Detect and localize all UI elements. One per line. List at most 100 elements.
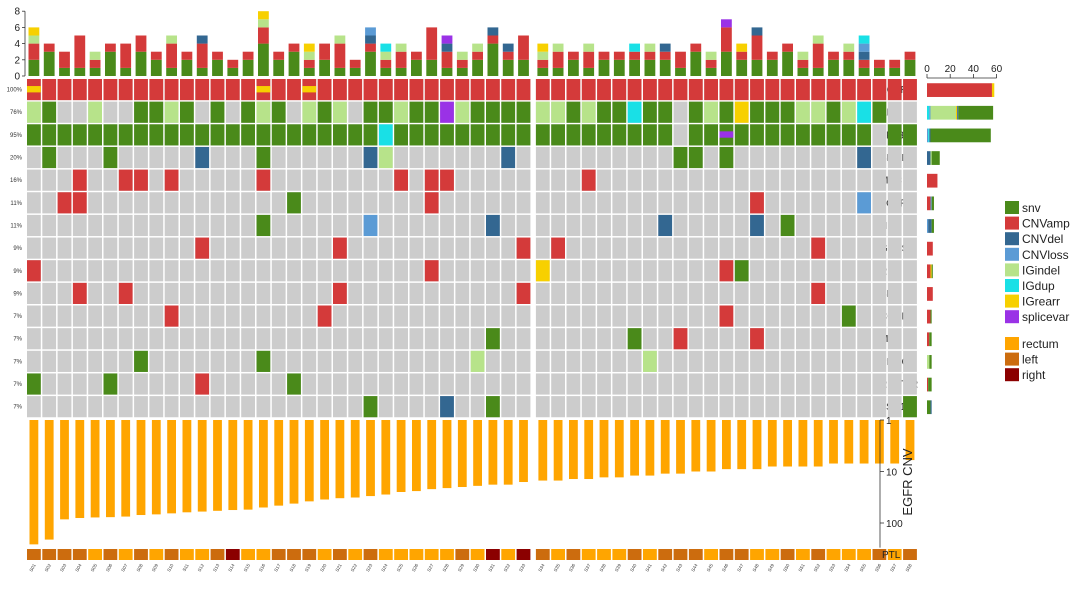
grid-cell — [195, 328, 210, 350]
top-bar-segment-IGindel — [303, 51, 315, 60]
top-bar-segment-CNVamp — [319, 43, 330, 60]
grid-cell — [455, 146, 470, 169]
grid-cell — [57, 396, 72, 418]
alteration-CNVamp — [826, 79, 841, 101]
alteration-IGindel — [841, 101, 856, 123]
grid-cell — [455, 305, 470, 327]
sample-label: S25 — [396, 563, 405, 573]
top-bar-segment-IGindel — [552, 43, 564, 52]
grid-cell — [796, 260, 810, 282]
alteration-IGrearr — [27, 86, 41, 93]
grid-cell — [688, 305, 703, 327]
grid-cell — [566, 328, 581, 350]
top-bar-segment-snv — [644, 59, 656, 76]
alteration-snv — [780, 124, 795, 146]
alteration-snv — [780, 101, 795, 123]
top-bar-segment-IGindel — [797, 51, 809, 60]
top-bar-segment-snv — [105, 51, 116, 76]
alteration-snv — [643, 101, 657, 123]
egfr-cnv-bar — [427, 420, 437, 490]
right-bar-segment-IGindel — [930, 105, 956, 120]
grid-cell — [765, 282, 780, 304]
grid-cell — [872, 146, 887, 169]
grid-cell — [780, 146, 795, 169]
grid-cell — [857, 237, 871, 259]
top-bar-segment-snv — [150, 59, 162, 76]
egfr-cnv-bar — [335, 420, 345, 499]
grid-cell — [42, 237, 57, 259]
top-bar-segment-snv — [273, 59, 285, 76]
grid-cell — [486, 350, 500, 372]
grid-cell — [287, 214, 301, 237]
egfr-cnv-bar — [569, 420, 578, 480]
grid-cell — [134, 373, 148, 395]
grid-cell — [440, 305, 454, 327]
right-bar-segment-snv — [931, 264, 933, 279]
alteration-CNVdel — [363, 146, 378, 169]
top-bar-segment-snv — [690, 51, 702, 76]
grid-cell — [719, 328, 734, 350]
alteration-snv — [88, 124, 102, 146]
top-bar-segment-CNVamp — [59, 51, 70, 68]
grid-cell — [348, 214, 363, 237]
grid-cell — [470, 305, 485, 327]
grid-cell — [551, 192, 565, 214]
top-bar-segment-CNVamp — [782, 43, 793, 52]
top-bar-segment-CNVamp — [426, 27, 438, 60]
top-bar-segment-snv — [568, 59, 579, 76]
alteration-CNVamp — [501, 79, 516, 101]
alteration-CNVamp — [811, 282, 826, 304]
sample-label: S53 — [828, 563, 837, 573]
top-bar-segment-snv — [552, 67, 564, 76]
alteration-IGindel — [811, 101, 826, 123]
grid-cell — [72, 373, 87, 395]
grid-cell — [486, 237, 500, 259]
alteration-CNVamp — [887, 79, 902, 101]
grid-cell — [612, 328, 627, 350]
grid-cell — [566, 260, 581, 282]
grid-cell — [704, 146, 718, 169]
grid-cell — [903, 237, 917, 259]
ptl-cell-rectum — [180, 549, 194, 560]
grid-cell — [180, 169, 194, 191]
alteration-snv — [256, 146, 271, 169]
grid-cell — [551, 350, 565, 372]
top-bar-segment-IGindel — [258, 19, 269, 28]
grid-cell — [597, 305, 611, 327]
grid-cell — [287, 169, 301, 191]
sample-label: S01 — [28, 563, 37, 573]
grid-cell — [287, 260, 301, 282]
ptl-cell-left — [872, 549, 887, 560]
ptl-cell-left — [535, 549, 550, 560]
alteration-CNVdel — [658, 214, 673, 237]
grid-cell — [134, 328, 148, 350]
egfr-cnv-bar — [182, 420, 192, 513]
grid-cell — [470, 146, 485, 169]
grid-cell — [872, 396, 887, 418]
grid-cell — [688, 260, 703, 282]
ptl-cell-rectum — [796, 549, 810, 560]
legend-label-CNVloss: CNVloss — [1022, 248, 1069, 262]
grid-cell — [796, 396, 810, 418]
grid-cell — [180, 350, 194, 372]
alteration-CNVamp — [581, 169, 596, 191]
grid-cell — [597, 350, 611, 372]
alteration-snv — [455, 124, 470, 146]
grid-cell — [673, 373, 688, 395]
grid-cell — [612, 192, 627, 214]
alteration-CNVamp — [673, 79, 688, 101]
alteration-snv — [501, 124, 516, 146]
grid-cell — [734, 192, 749, 214]
ptl-cell-rectum — [88, 549, 102, 560]
grid-cell — [765, 328, 780, 350]
grid-cell — [455, 192, 470, 214]
grid-cell — [658, 169, 673, 191]
grid-cell — [455, 214, 470, 237]
grid-cell — [180, 192, 194, 214]
legend-swatch-IGindel — [1005, 263, 1019, 277]
grid-cell — [149, 350, 164, 372]
grid-cell — [409, 260, 424, 282]
grid-cell — [394, 373, 408, 395]
alteration-IGrearr — [535, 260, 550, 282]
grid-cell — [88, 192, 102, 214]
